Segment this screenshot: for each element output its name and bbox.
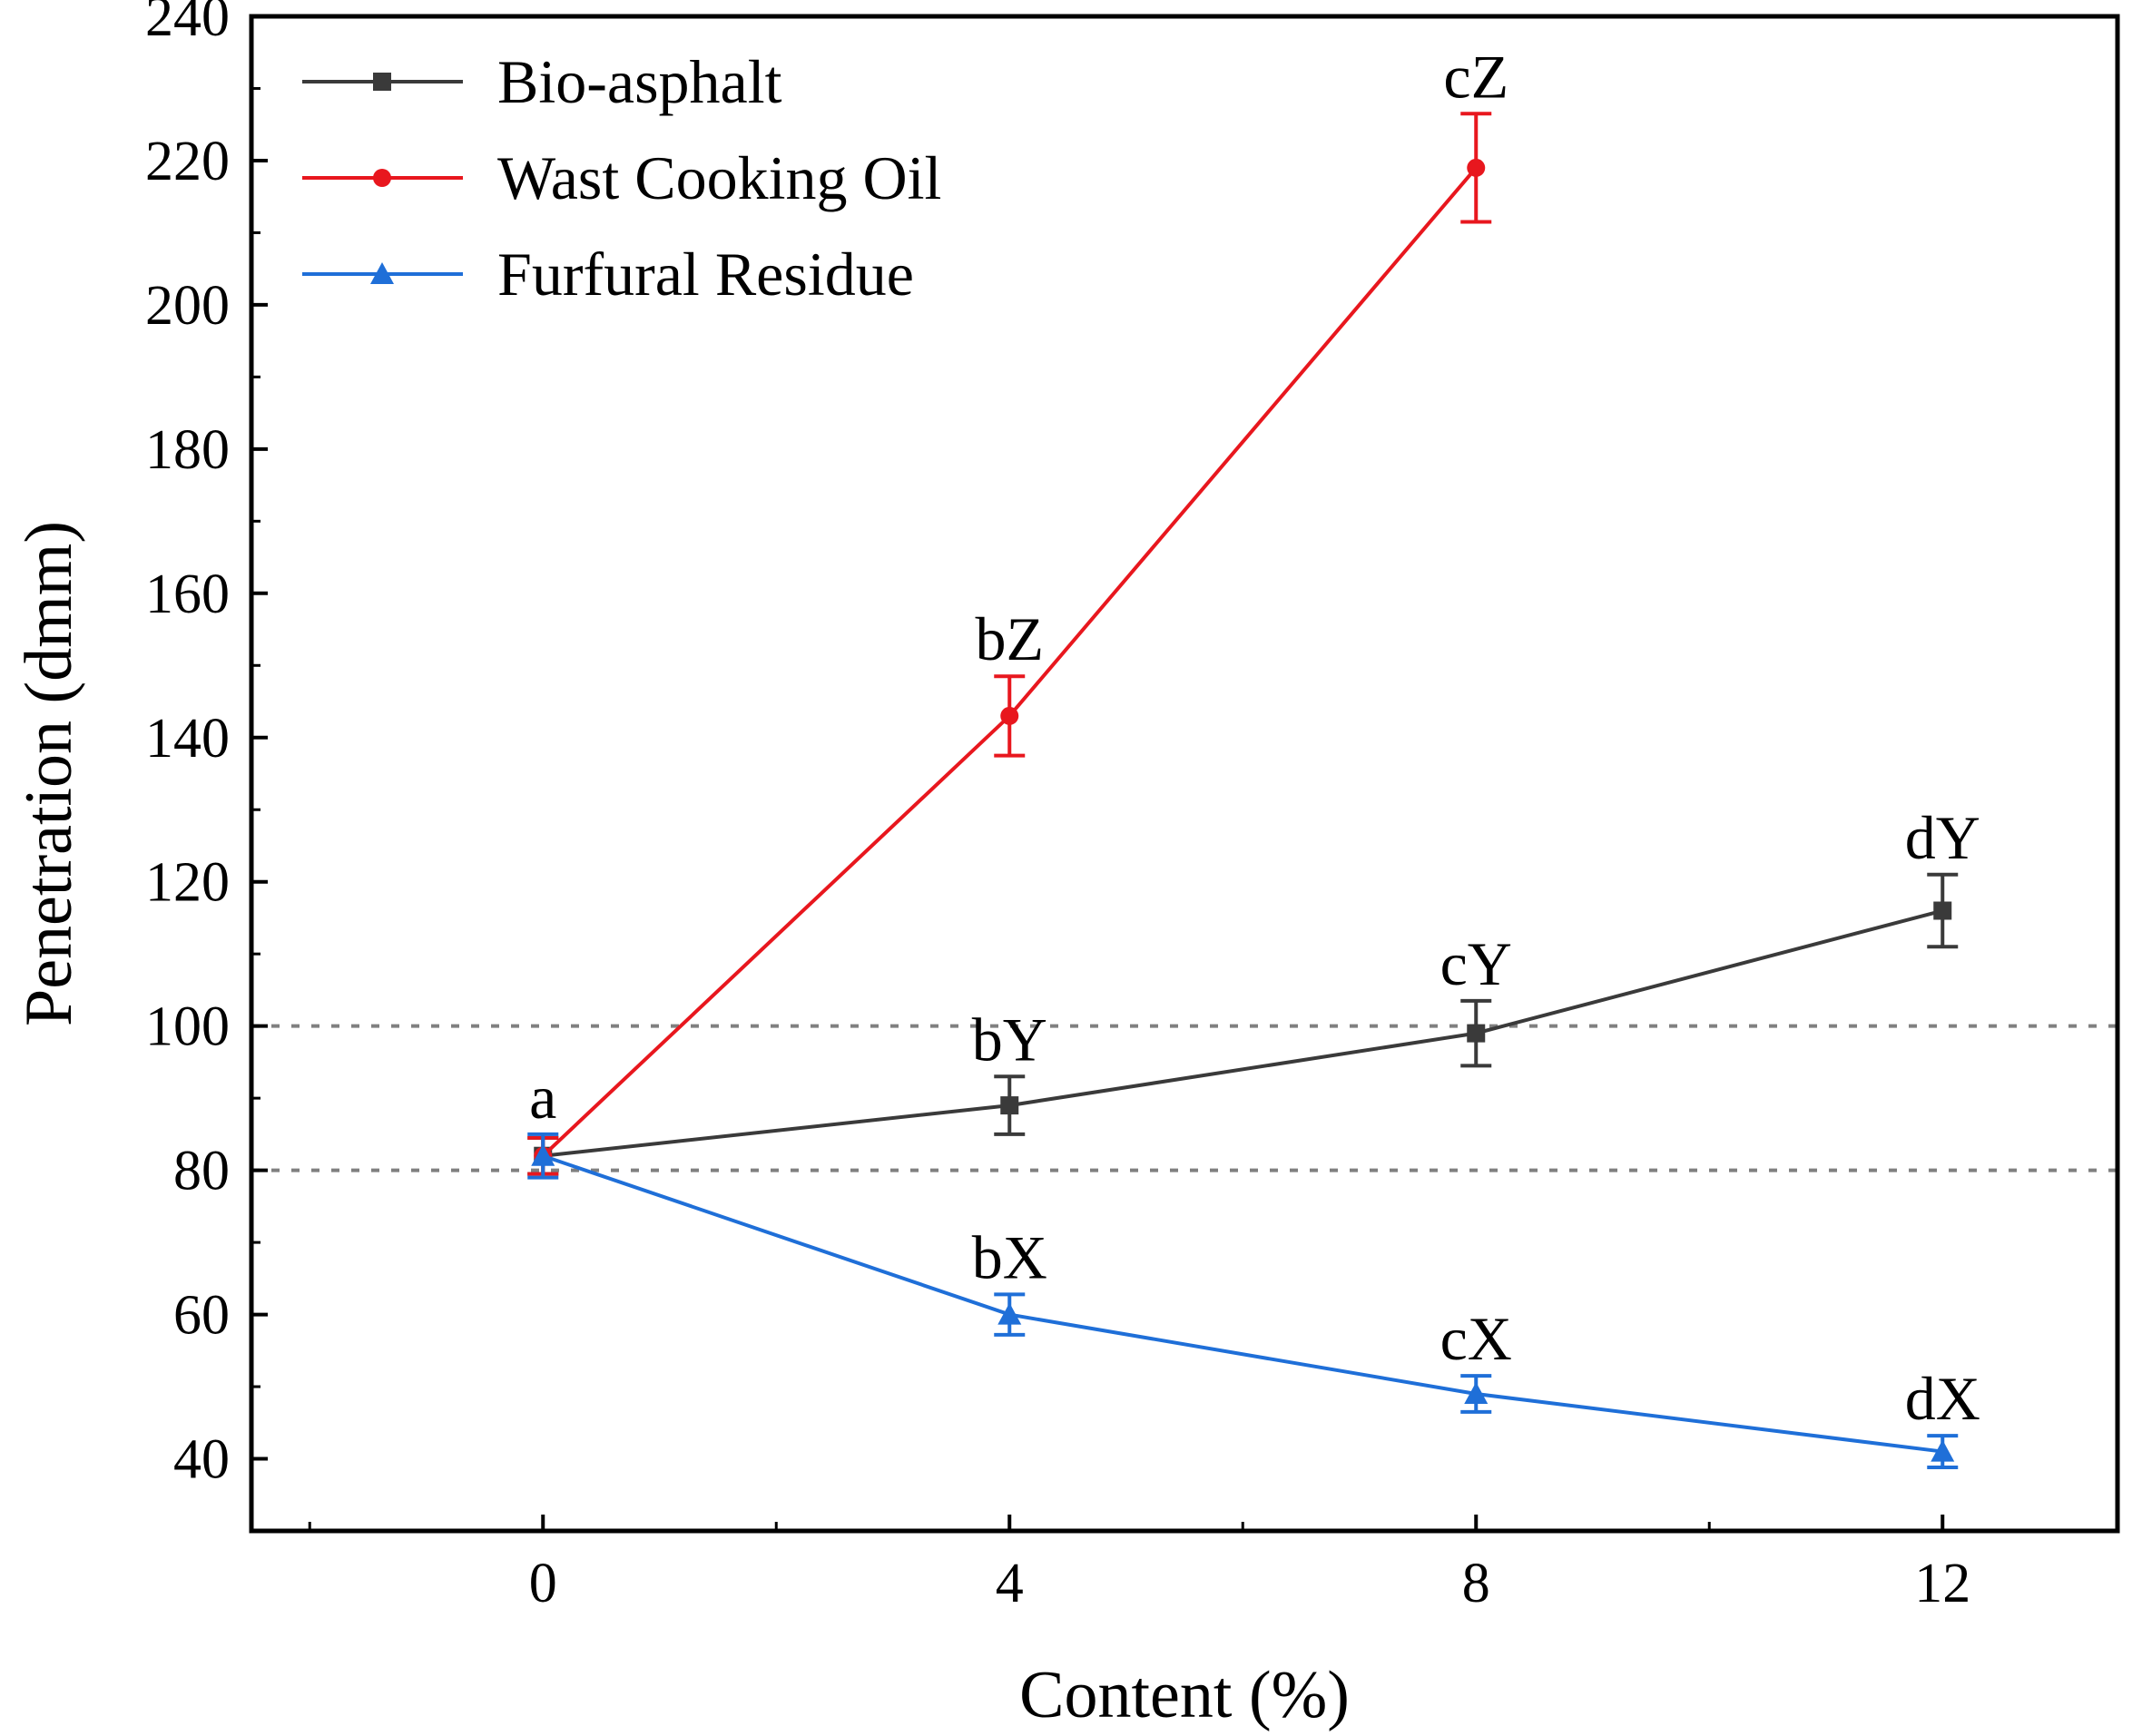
legend-item: Bio-asphalt bbox=[302, 47, 782, 116]
series-furfural-residue: a bX cX dX bbox=[527, 1063, 1980, 1470]
x-tick-label: 8 bbox=[1462, 1553, 1490, 1614]
legend-marker bbox=[373, 169, 391, 187]
y-tick-label: 120 bbox=[145, 852, 230, 914]
y-tick-label: 140 bbox=[145, 708, 230, 770]
legend: Bio-asphalt Wast Cooking Oil Furfural Resi… bbox=[302, 47, 941, 309]
y-tick-label: 220 bbox=[145, 131, 230, 192]
series-wast-cooking-oil: bZ cZ bbox=[527, 42, 1508, 1176]
series-layer: bY cY dY bZ cZ a bX cX dX bbox=[527, 42, 1980, 1470]
y-tick-label: 180 bbox=[145, 419, 230, 481]
plot-frame bbox=[249, 14, 2120, 1534]
x-tick-label: 4 bbox=[996, 1553, 1024, 1614]
y-tick-label: 160 bbox=[145, 564, 230, 625]
y-axis-title: Penetration (dmm) bbox=[12, 521, 86, 1026]
axes: 40 60 80 100 120 140 160 180 200 220 240 0 4 8 12 bbox=[145, 0, 1970, 1614]
point-label: bZ bbox=[975, 604, 1044, 673]
legend-marker bbox=[370, 262, 394, 285]
data-point bbox=[1467, 158, 1486, 177]
legend-item: Wast Cooking Oil bbox=[302, 143, 941, 212]
point-label: cZ bbox=[1443, 42, 1508, 111]
y-tick-label: 60 bbox=[173, 1285, 230, 1347]
legend-marker bbox=[373, 73, 391, 91]
y-tick-label: 100 bbox=[145, 996, 230, 1058]
data-point bbox=[1000, 706, 1019, 725]
y-tick-label: 80 bbox=[173, 1141, 230, 1202]
point-label: dY bbox=[1905, 803, 1980, 872]
point-label: cX bbox=[1440, 1304, 1512, 1373]
y-tick-label: 200 bbox=[145, 275, 230, 337]
legend-label: Bio-asphalt bbox=[497, 47, 782, 116]
point-label: bY bbox=[972, 1005, 1047, 1074]
point-label: cY bbox=[1440, 929, 1512, 998]
legend-label: Furfural Residue bbox=[497, 240, 914, 309]
series-line bbox=[542, 1153, 1943, 1454]
point-label: a bbox=[529, 1063, 556, 1132]
legend-label: Wast Cooking Oil bbox=[497, 143, 941, 212]
data-point bbox=[1000, 1096, 1019, 1115]
x-tick-label: 0 bbox=[529, 1553, 557, 1614]
point-label: dX bbox=[1905, 1364, 1980, 1433]
x-tick-label: 12 bbox=[1914, 1553, 1970, 1614]
y-tick-label: 40 bbox=[173, 1429, 230, 1491]
data-point bbox=[997, 1302, 1022, 1325]
data-point bbox=[1467, 1024, 1486, 1043]
data-point bbox=[531, 1143, 555, 1166]
y-tick-label: 240 bbox=[145, 0, 230, 48]
legend-item: Furfural Residue bbox=[302, 240, 914, 309]
x-axis-title: Content (%) bbox=[1019, 1658, 1350, 1732]
data-point bbox=[1931, 1439, 1955, 1462]
data-point bbox=[1464, 1381, 1489, 1405]
point-label: bX bbox=[972, 1222, 1047, 1291]
series-line bbox=[543, 908, 1943, 1158]
data-point bbox=[1933, 901, 1952, 920]
